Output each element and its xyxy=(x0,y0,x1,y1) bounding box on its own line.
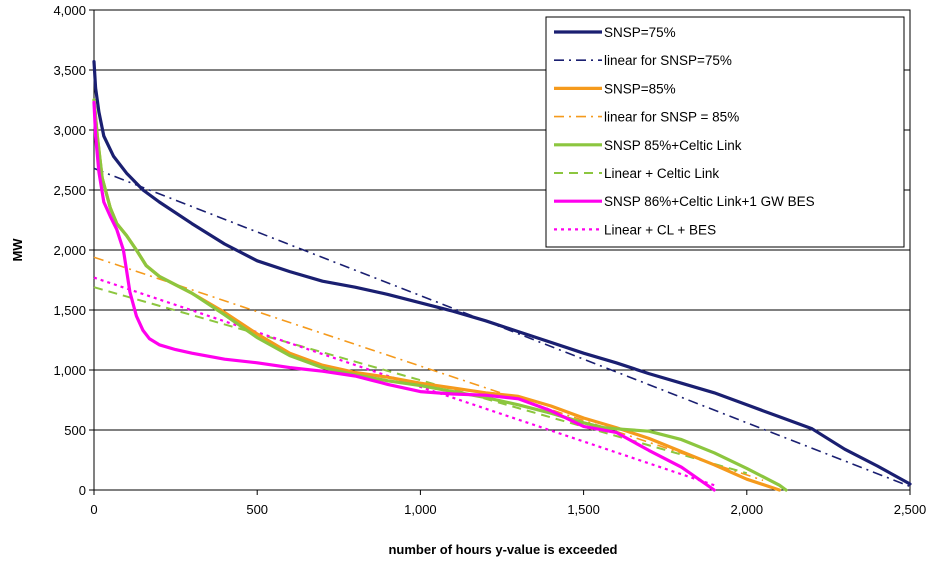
x-tick-label: 1,000 xyxy=(404,502,437,517)
y-tick-label: 2,500 xyxy=(53,183,86,198)
legend-label: SNSP=85% xyxy=(604,81,676,96)
legend-label: SNSP 85%+Celtic Link xyxy=(604,138,742,153)
series-line-2 xyxy=(93,167,911,488)
y-tick-label: 2,000 xyxy=(53,243,86,258)
y-tick-labels: 0 500 1,000 1,500 2,000 2,500 3,000 3,500 4,000 xyxy=(53,3,86,498)
x-tick-label: 0 xyxy=(90,502,97,517)
series-group xyxy=(92,59,912,492)
y-tick-label: 1,000 xyxy=(53,363,86,378)
series-line-5 xyxy=(92,98,788,492)
axes xyxy=(89,9,911,495)
x-tick-label: 500 xyxy=(246,502,268,517)
legend-label: linear for SNSP = 85% xyxy=(604,110,739,125)
legend-label: linear for SNSP=75% xyxy=(604,53,732,68)
legend: SNSP=75% linear for SNSP=75% SNSP=85% linea… xyxy=(545,16,905,248)
y-tick-label: 3,000 xyxy=(53,123,86,138)
x-tick-label: 2,500 xyxy=(894,502,927,517)
x-tick-labels: 0 500 1,000 1,500 2,000 2,500 xyxy=(90,502,926,517)
legend-label: SNSP 86%+Celtic Link+1 GW BES xyxy=(604,194,815,209)
legend-label: Linear + CL + BES xyxy=(604,222,716,237)
y-tick-label: 0 xyxy=(79,483,86,498)
y-tick-label: 4,000 xyxy=(53,3,86,18)
legend-label: Linear + Celtic Link xyxy=(604,166,719,181)
series-line-7 xyxy=(92,100,716,492)
legend-label: SNSP=75% xyxy=(604,25,676,40)
legend-box xyxy=(545,16,905,248)
x-axis-title: number of hours y-value is exceeded xyxy=(388,542,617,557)
y-axis-title: MW xyxy=(10,238,25,262)
gridlines xyxy=(94,69,910,431)
y-tick-label: 1,500 xyxy=(53,303,86,318)
x-tick-label: 1,500 xyxy=(567,502,600,517)
y-tick-label: 500 xyxy=(64,423,86,438)
x-tick-label: 2,000 xyxy=(731,502,764,517)
series-line-4 xyxy=(93,256,764,482)
y-tick-label: 3,500 xyxy=(53,63,86,78)
series-line-6 xyxy=(93,286,748,475)
series-line-1 xyxy=(92,59,912,486)
